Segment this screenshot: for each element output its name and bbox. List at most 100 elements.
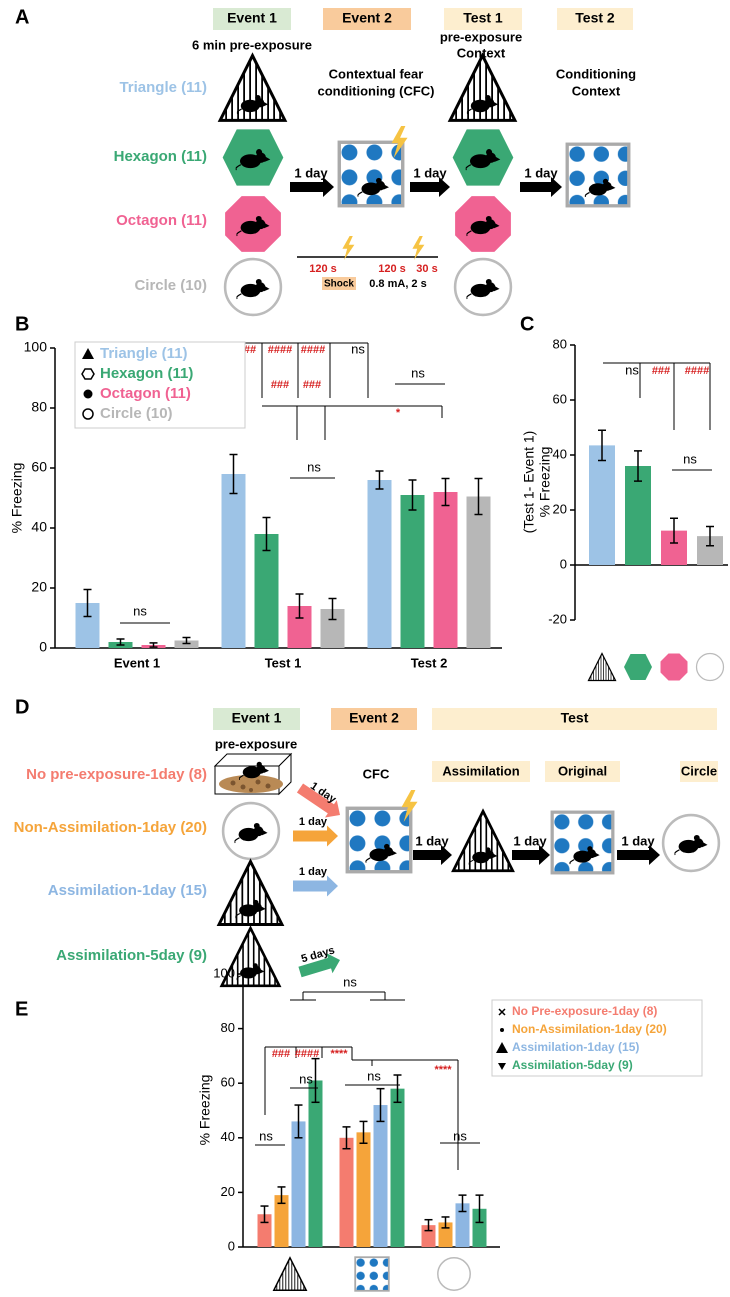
stage-box <box>323 8 411 30</box>
arrow <box>298 953 341 978</box>
bar <box>433 492 458 648</box>
panel-a: A 6 min pre-exposure Contextual fear con… <box>15 6 636 315</box>
stage-box <box>331 708 417 730</box>
y-tick-label: 20 <box>31 579 47 595</box>
test-label: Assimilation <box>442 763 519 778</box>
arrow <box>410 177 450 197</box>
duration: 30 s <box>416 263 437 275</box>
stage-label: Test <box>561 710 589 726</box>
bar <box>455 1203 470 1247</box>
panel-letter: B <box>15 313 29 335</box>
triangle-context <box>219 858 282 928</box>
circle-context <box>663 815 719 871</box>
hexagon-context <box>453 129 514 185</box>
arrow <box>512 845 550 865</box>
group-label: Assimilation-1day (15) <box>48 882 207 899</box>
bar <box>625 466 651 565</box>
legend-label: Octagon (11) <box>100 385 191 402</box>
significance-label: ns <box>299 1071 313 1086</box>
circle-context <box>455 259 511 315</box>
bar <box>472 1208 487 1247</box>
shock-label: Shock <box>324 279 354 290</box>
legend-marker <box>83 389 93 399</box>
stage-box <box>213 8 291 30</box>
duration: 120 s <box>378 263 406 275</box>
significance-label: ns <box>307 459 321 474</box>
stage-label: Event 1 <box>227 10 277 26</box>
significance-label: ns <box>259 1128 273 1143</box>
test-box <box>545 761 620 782</box>
significance-label: ns <box>343 974 357 989</box>
y-tick-label: 60 <box>221 1075 235 1090</box>
interval-label: 1 day <box>513 833 547 848</box>
hexagon-context <box>223 129 284 185</box>
arrow <box>520 177 562 197</box>
legend-marker <box>500 1028 504 1032</box>
category-icon <box>660 653 688 681</box>
interval-label: 1 day <box>415 833 449 848</box>
bar <box>274 1195 289 1247</box>
category-icon <box>354 1256 390 1292</box>
y-tick-label: 20 <box>553 501 567 516</box>
group-label: Octagon (11) <box>116 212 207 229</box>
category-icon <box>624 654 652 680</box>
category-icon <box>695 652 725 682</box>
stage-label: Test 2 <box>575 10 615 26</box>
note: CFC <box>363 766 390 781</box>
category-icon <box>274 1256 306 1292</box>
y-tick-label: 0 <box>228 1238 235 1253</box>
group-label: Non-Assimilation-1day (20) <box>14 819 207 836</box>
circle-context <box>223 803 279 859</box>
legend-label: Assimilation-5day (9) <box>512 1058 633 1072</box>
significance-label: **** <box>434 1064 452 1076</box>
octagon-context <box>225 196 281 252</box>
circle-context <box>225 259 281 315</box>
significance-label: ns <box>351 341 365 356</box>
y-tick-label: -20 <box>548 611 567 626</box>
significance-label: ## <box>244 344 256 356</box>
bar <box>466 496 491 648</box>
group-label: Hexagon (11) <box>114 148 207 165</box>
significance-label: #### <box>301 344 325 356</box>
bar <box>356 1132 371 1247</box>
legend-box <box>74 341 246 429</box>
shock-params: 0.8 mA, 2 s <box>369 278 426 290</box>
bar <box>291 1121 306 1247</box>
stage-label: Event 1 <box>232 710 282 726</box>
bar <box>254 534 279 648</box>
note: Context <box>457 45 506 60</box>
y-tick-label: 40 <box>221 1129 235 1144</box>
significance-label: ns <box>133 603 147 618</box>
group-label: Triangle (11) <box>119 79 207 96</box>
significance-label: * <box>396 407 401 419</box>
stage-box <box>432 708 717 730</box>
legend-label: Triangle (11) <box>100 345 188 362</box>
legend-marker <box>82 408 94 420</box>
y-tick-label: 60 <box>31 459 47 475</box>
y-tick-label: 20 <box>221 1184 235 1199</box>
stage-label: Event 2 <box>342 10 392 26</box>
legend-marker <box>496 1042 508 1053</box>
category-icon <box>437 1257 471 1291</box>
legend-label: Non-Assimilation-1day (20) <box>512 1022 667 1036</box>
octagon-context <box>455 196 511 252</box>
panel-letter: D <box>15 696 29 718</box>
category-icon <box>589 652 616 682</box>
triangle-context <box>450 52 515 124</box>
bar <box>589 445 615 565</box>
y-tick-label: 60 <box>553 391 567 406</box>
significance-label: ns <box>411 365 425 380</box>
legend-label: Assimilation-1day (15) <box>512 1040 639 1054</box>
test-box <box>432 761 530 782</box>
note: Context <box>572 83 621 98</box>
significance-label: ### <box>303 379 321 391</box>
significance-label: #### <box>268 344 292 356</box>
stage-label: Event 2 <box>349 710 399 726</box>
legend-box <box>491 999 703 1077</box>
cfc-context <box>347 808 410 871</box>
significance-label: #### <box>295 1048 319 1060</box>
significance-label: ### <box>272 1048 290 1060</box>
y-tick-label: 0 <box>39 639 47 655</box>
significance-label: #### <box>685 365 709 377</box>
y-tick-label: 40 <box>553 446 567 461</box>
